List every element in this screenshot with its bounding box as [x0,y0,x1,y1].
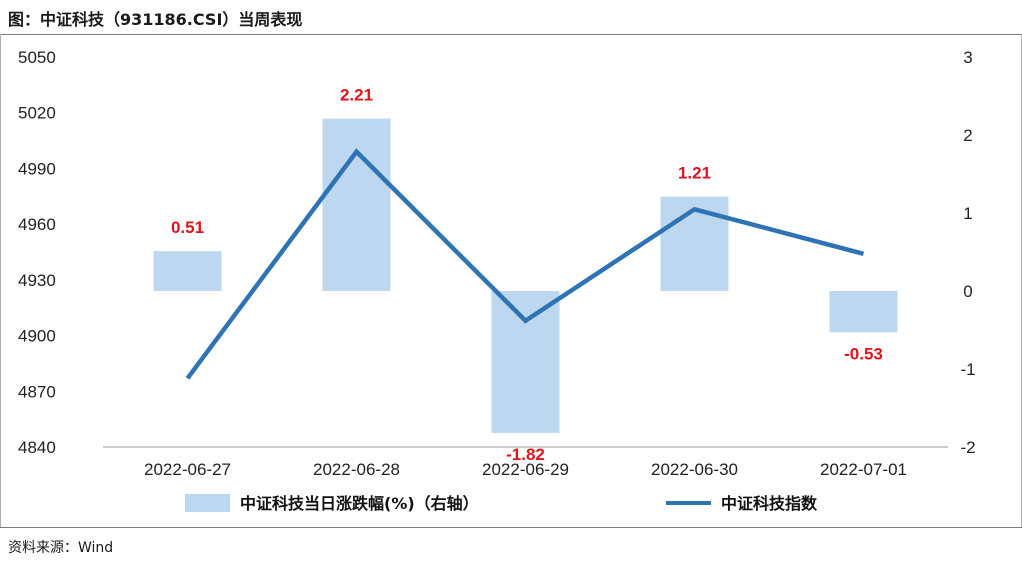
bar [660,196,729,291]
left-tick-label: 5050 [18,48,56,67]
left-tick-label: 5020 [18,104,56,123]
legend-bar-swatch [185,494,230,512]
bar [153,251,222,291]
x-axis-ticks: 2022-06-27 2022-06-28 2022-06-29 2022-06-30… [144,460,907,479]
right-axis-ticks: 3 2 1 0 -1 -2 [960,48,975,457]
bar-series [153,118,898,433]
bar-data-label: 2.21 [340,86,373,105]
x-tick-label: 2022-06-27 [144,460,231,479]
data-labels: 0.51 2.21 -1.82 1.21 -0.53 [171,86,883,464]
left-tick-label: 4870 [18,382,56,401]
left-tick-label: 4960 [18,215,56,234]
chart-area: 5050 5020 4990 4960 4930 4900 4870 4840 3 2 1 0 -1 -… [18,48,976,513]
right-tick-label: -1 [960,360,975,379]
left-tick-label: 4930 [18,271,56,290]
right-tick-label: 3 [963,48,972,67]
figure-title: 图：中证科技（931186.CSI）当周表现 [8,10,303,29]
right-tick-label: 2 [963,126,972,145]
right-tick-label: -2 [960,438,975,457]
source-note: 资料来源：Wind [8,540,114,556]
left-axis-ticks: 5050 5020 4990 4960 4930 4900 4870 4840 [18,48,56,457]
x-tick-label: 2022-06-29 [482,460,569,479]
bar [491,291,560,433]
bar-data-label: 0.51 [171,218,204,237]
x-tick-label: 2022-06-28 [313,460,400,479]
bar-data-label: -1.82 [506,445,545,464]
frame-left-border [0,34,1,527]
x-tick-label: 2022-06-30 [651,460,738,479]
x-tick-label: 2022-07-01 [820,460,907,479]
bottom-divider [0,527,1022,528]
right-tick-label: 0 [963,282,972,301]
bar [829,291,898,333]
left-tick-label: 4840 [18,438,56,457]
left-tick-label: 4990 [18,159,56,178]
line-series [185,148,865,380]
index-line [185,148,865,380]
bar-data-label: -0.53 [844,344,883,363]
top-divider [0,34,1022,35]
legend-line-label: 中证科技指数 [721,494,818,513]
bar-data-label: 1.21 [678,164,711,183]
legend: 中证科技当日涨跌幅(%)（右轴） 中证科技指数 [185,494,818,513]
bar [322,118,391,292]
left-tick-label: 4900 [18,327,56,346]
right-tick-label: 1 [963,204,972,223]
legend-bar-label: 中证科技当日涨跌幅(%)（右轴） [240,494,479,513]
